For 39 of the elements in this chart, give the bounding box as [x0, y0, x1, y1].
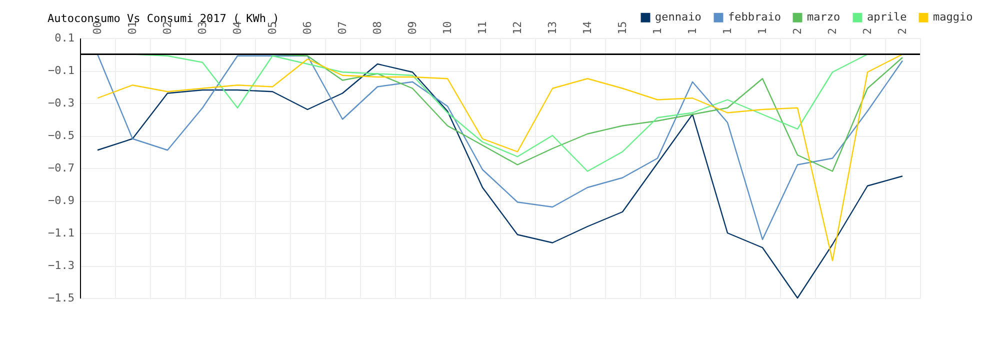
- y-tick-label: −0.7: [48, 162, 74, 174]
- x-tick-label: 1: [756, 28, 769, 34]
- x-tick-label: 13: [546, 21, 559, 34]
- line-series: [96, 63, 904, 299]
- x-tick-label: 1: [721, 28, 734, 34]
- x-tick-label: 09: [406, 21, 419, 34]
- y-tick-label: −1.3: [48, 259, 74, 272]
- legend-label: gennaio: [655, 10, 702, 24]
- x-tick-label: 2: [826, 28, 839, 34]
- x-tick-label: 12: [511, 21, 524, 34]
- y-tick-label: −0.1: [48, 64, 74, 77]
- x-tick-label: 14: [581, 20, 594, 34]
- x-tick-label: 1: [686, 28, 699, 34]
- legend-label: maggio: [933, 10, 973, 24]
- y-tick-label: −0.5: [48, 129, 74, 142]
- y-tick-label: −0.3: [48, 96, 74, 110]
- x-tick-label: 03: [196, 21, 209, 34]
- x-tick-label: 08: [371, 21, 384, 34]
- legend-label: marzo: [807, 10, 840, 24]
- y-tick-label: −0.9: [48, 194, 74, 207]
- y-tick-label: 0.1: [54, 32, 74, 44]
- legend-label: febbraio: [728, 10, 781, 24]
- x-tick-label: 04: [231, 20, 244, 34]
- x-tick-label: 10: [441, 21, 454, 34]
- x-tick-label: 1: [651, 28, 664, 34]
- x-tick-label: 2: [896, 28, 909, 34]
- x-tick-label: 05: [266, 21, 279, 34]
- legend-label: aprile: [867, 10, 907, 24]
- x-tick-label: 02: [161, 21, 174, 34]
- x-tick-label: 07: [336, 21, 349, 34]
- x-tick-label: 15: [616, 21, 629, 34]
- y-tick-label: −1.5: [48, 292, 74, 304]
- x-tick-label: 01: [126, 21, 139, 34]
- x-tick-label: 2: [791, 28, 804, 34]
- x-tick-label: 2: [861, 28, 874, 34]
- x-tick-label: 00: [91, 21, 104, 34]
- y-tick-label: −1.1: [48, 226, 74, 240]
- x-tick-label: 06: [301, 21, 314, 34]
- x-tick-label: 11: [476, 21, 489, 34]
